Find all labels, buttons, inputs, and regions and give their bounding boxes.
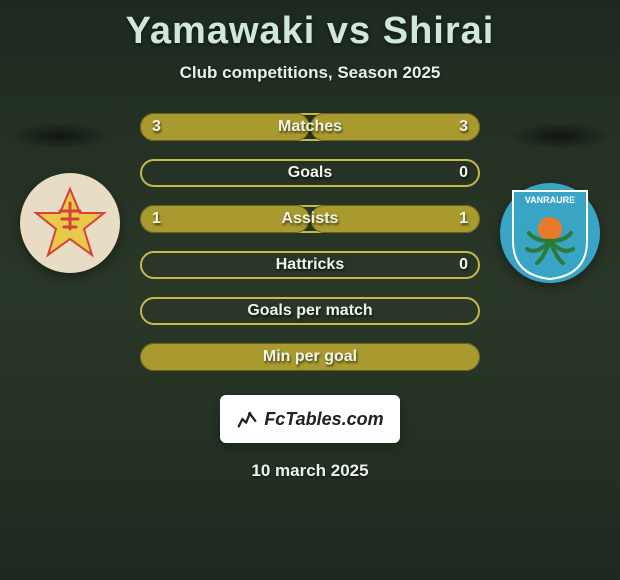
page-subtitle: Club competitions, Season 2025 <box>0 63 620 83</box>
stat-rows: Matches33Goals0Assists11Hattricks0Goals … <box>140 113 480 371</box>
stat-label: Hattricks <box>140 256 480 274</box>
stat-row: Goals0 <box>140 159 480 187</box>
stat-row: Matches3 3 <box>140 113 480 141</box>
stat-value-right: 0 <box>459 256 468 274</box>
stat-row: Goals per match <box>140 297 480 325</box>
stat-label: Min per goal <box>140 348 480 366</box>
club-badge-left <box>20 173 120 273</box>
stat-row: Min per goal <box>140 343 480 371</box>
stat-label: Goals <box>140 164 480 182</box>
comparison-content: VANRAURE Matches33Goals0Assists11Hattric… <box>0 113 620 481</box>
stat-label: Goals per match <box>140 302 480 320</box>
stat-label: Matches <box>140 118 480 136</box>
stat-value-left: 1 <box>152 210 161 228</box>
stat-value-left: 3 <box>152 118 161 136</box>
stat-label: Assists <box>140 210 480 228</box>
chart-icon <box>236 408 258 430</box>
club-badge-right: VANRAURE <box>500 183 600 283</box>
footer-date: 10 march 2025 <box>0 461 620 481</box>
stat-value-right: 0 <box>459 164 468 182</box>
avatar-shadow-left <box>10 123 110 149</box>
stat-value-right: 3 <box>459 118 468 136</box>
avatar-shadow-right <box>510 123 610 149</box>
stat-row: Hattricks0 <box>140 251 480 279</box>
footer-brand-label: FcTables.com <box>264 409 383 430</box>
stat-value-right: 1 <box>459 210 468 228</box>
stat-row: Assists1 1 <box>140 205 480 233</box>
page-title: Yamawaki vs Shirai <box>0 0 620 53</box>
footer-brand-logo: FcTables.com <box>220 395 400 443</box>
svg-text:VANRAURE: VANRAURE <box>525 195 575 205</box>
